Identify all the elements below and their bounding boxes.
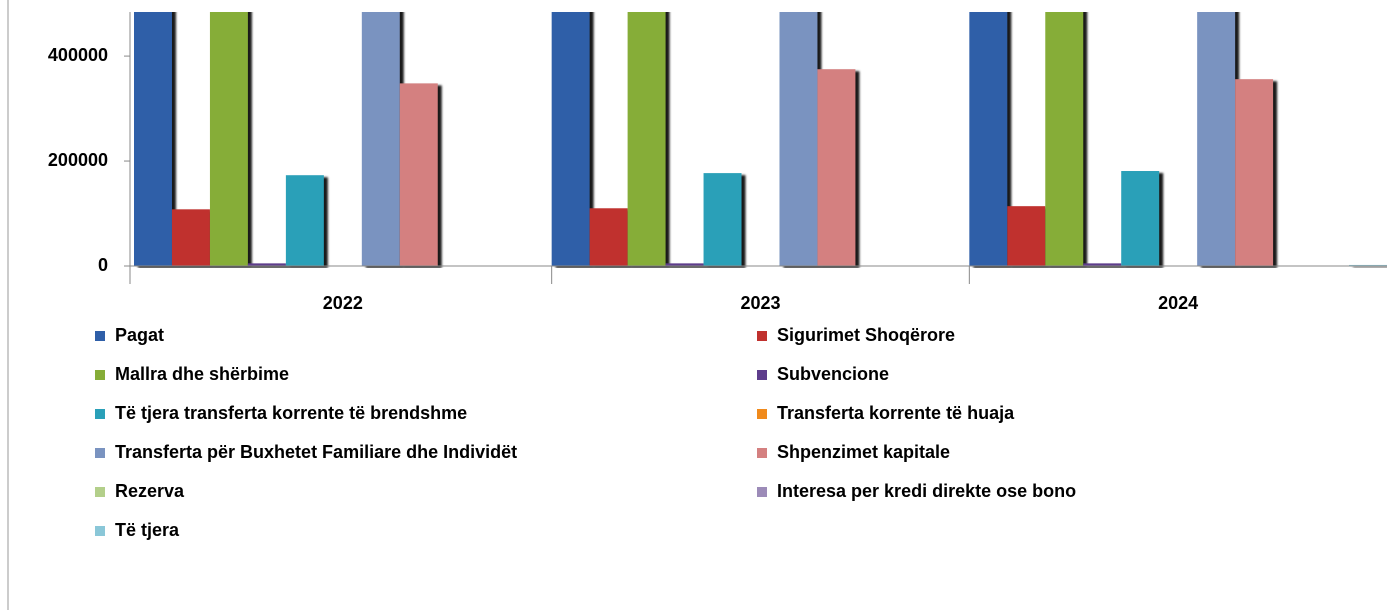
bar	[285, 175, 324, 266]
y-tick-label: 400000	[48, 45, 108, 65]
legend-label: Sigurimet Shoqërore	[777, 325, 955, 345]
legend-label: Rezerva	[115, 481, 185, 501]
legend-swatch	[757, 487, 767, 497]
legend-swatch	[757, 448, 767, 458]
bar	[589, 208, 628, 266]
bar	[627, 12, 666, 267]
x-tick-label: 2023	[740, 293, 780, 313]
legend-swatch	[95, 409, 105, 419]
legend-label: Mallra dhe shërbime	[115, 364, 289, 384]
bar	[551, 12, 590, 267]
legend-swatch	[757, 370, 767, 380]
bar-area	[134, 12, 1387, 267]
legend-label: Pagat	[115, 325, 164, 345]
x-tick-label: 2022	[323, 293, 363, 313]
legend-label: Transferta për Buxhetet Familiare dhe In…	[115, 442, 517, 462]
y-tick-label: 0	[98, 255, 108, 275]
bar	[171, 209, 210, 266]
legend-label: Të tjera transferta korrente të brendshm…	[115, 403, 467, 423]
bar	[817, 69, 856, 266]
bar	[1235, 79, 1274, 266]
x-tick-label: 2024	[1158, 293, 1198, 313]
bar	[361, 12, 400, 267]
bar	[1007, 206, 1046, 266]
bar	[1083, 263, 1122, 266]
legend-label: Interesa per kredi direkte ose bono	[777, 481, 1076, 501]
legend-swatch	[95, 370, 105, 380]
legend-swatch	[95, 487, 105, 497]
bar	[399, 83, 438, 266]
bar	[247, 263, 286, 266]
legend-swatch	[757, 409, 767, 419]
bar	[1121, 171, 1160, 266]
bar	[779, 12, 818, 266]
bar	[969, 12, 1008, 266]
legend-swatch	[757, 331, 767, 341]
legend-swatch	[95, 331, 105, 341]
y-tick-label: 200000	[48, 150, 108, 170]
bar	[1349, 264, 1387, 266]
legend-label: Subvencione	[777, 364, 889, 384]
bar	[665, 263, 704, 266]
legend-label: Transferta korrente të huaja	[777, 403, 1015, 423]
legend-swatch	[95, 448, 105, 458]
bar	[209, 12, 248, 266]
bar	[703, 173, 742, 266]
legend-swatch	[95, 526, 105, 536]
bar	[1045, 12, 1084, 266]
legend-label: Shpenzimet kapitale	[777, 442, 950, 462]
legend-label: Të tjera	[115, 520, 180, 540]
bar	[1197, 12, 1236, 266]
bar	[134, 12, 172, 266]
